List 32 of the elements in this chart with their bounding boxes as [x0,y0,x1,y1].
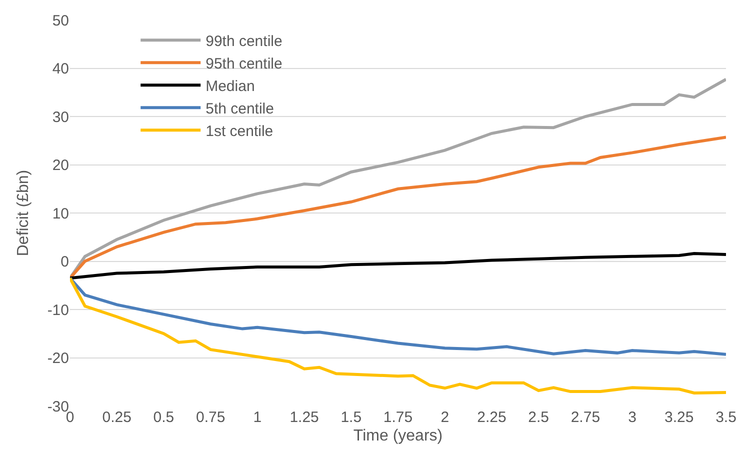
y-tick-label: 20 [52,157,69,174]
y-tick-label: 40 [52,60,69,78]
legend-label: 95th centile [206,55,282,72]
x-tick-label: 0.25 [102,409,132,426]
legend-label: 99th centile [206,32,282,50]
y-tick-label: 50 [52,12,69,30]
x-tick-label: 2.75 [570,409,600,426]
x-tick-label: 1 [253,409,262,426]
x-tick-label: 3.25 [664,409,694,426]
y-tick-label: 30 [52,108,69,126]
y-axis-title: Deficit (£bn) [15,170,32,256]
x-tick-label: 1.5 [340,409,362,426]
x-tick-label: 0.5 [153,409,174,426]
y-tick-label: -10 [47,302,69,319]
legend-label: 5th centile [206,100,274,118]
y-tick-label: 0 [60,254,69,270]
legend-label: Median [206,78,255,95]
line-series [70,276,726,356]
y-tick-label: -20 [47,350,69,367]
y-tick-label: 10 [52,205,69,222]
x-tick-label: 2.5 [528,409,549,426]
x-tick-label: 2 [440,409,450,426]
x-tick-label: 0.75 [196,409,226,426]
line-series [70,276,726,394]
x-tick-label: 1.25 [290,409,319,426]
x-axis-title: Time (years) [353,428,443,445]
x-tick-label: 1.75 [383,409,413,426]
line-series [70,252,726,280]
x-tick-label: 3 [628,409,636,426]
x-tick-label: 3.5 [716,409,736,426]
legend-label: 1st centile [206,122,274,140]
x-tick-label: 2.25 [477,409,506,426]
